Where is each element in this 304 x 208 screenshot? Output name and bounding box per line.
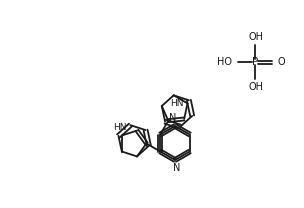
Text: HN: HN xyxy=(170,99,184,108)
Text: OH: OH xyxy=(248,82,264,92)
Text: OH: OH xyxy=(248,32,264,42)
Text: N: N xyxy=(169,113,177,123)
Text: O: O xyxy=(277,57,285,67)
Text: P: P xyxy=(252,57,258,67)
Text: N: N xyxy=(173,163,181,173)
Text: HO: HO xyxy=(217,57,232,67)
Text: HN: HN xyxy=(113,123,126,131)
